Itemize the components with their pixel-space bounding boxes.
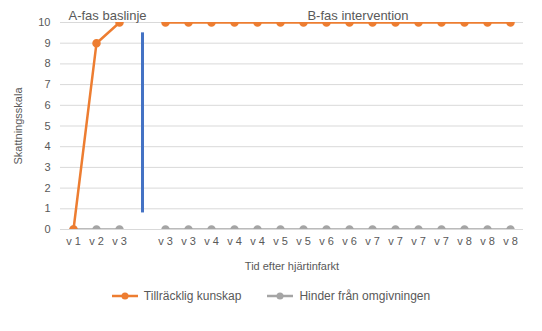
html-text:Hinder från omgivningen: Hinder från omgivningen	[299, 289, 431, 303]
svg-text:8: 8	[44, 57, 50, 69]
svg-text:v 4: v 4	[204, 235, 219, 247]
svg-text:10: 10	[38, 16, 50, 28]
svg-text:v 5: v 5	[273, 235, 288, 247]
svg-text:v 8: v 8	[480, 235, 495, 247]
svg-text:v 8: v 8	[457, 235, 472, 247]
svg-text:v 4: v 4	[250, 235, 265, 247]
svg-text:v 6: v 6	[319, 235, 334, 247]
svg-text:9: 9	[44, 37, 50, 49]
svg-text:0: 0	[44, 223, 50, 235]
svg-text:B-fas intervention: B-fas intervention	[307, 8, 408, 23]
svg-text:v 8: v 8	[503, 235, 518, 247]
svg-text:v 7: v 7	[411, 235, 426, 247]
svg-text:v 7: v 7	[434, 235, 449, 247]
svg-text:3: 3	[44, 161, 50, 173]
svg-text:7: 7	[44, 78, 50, 90]
svg-text:v 3: v 3	[181, 235, 196, 247]
svg-text:v 3: v 3	[158, 235, 173, 247]
svg-text:v 6: v 6	[342, 235, 357, 247]
svg-text:Tid efter hjärtinfarkt: Tid efter hjärtinfarkt	[245, 260, 339, 272]
svg-text:v 5: v 5	[296, 235, 311, 247]
svg-text:1: 1	[44, 202, 50, 214]
svg-text:v 2: v 2	[89, 235, 104, 247]
svg-text:5: 5	[44, 120, 50, 132]
svg-text:v 1: v 1	[66, 235, 81, 247]
svg-text:A-fas baslinje: A-fas baslinje	[69, 8, 147, 23]
svg-text:v 3: v 3	[112, 235, 127, 247]
svg-text:v 7: v 7	[388, 235, 403, 247]
svg-text:2: 2	[44, 182, 50, 194]
svg-text:6: 6	[44, 99, 50, 111]
svg-text:4: 4	[44, 140, 50, 152]
html-text:Tillräcklig kunskap: Tillräcklig kunskap	[143, 289, 242, 303]
svg-text:v 4: v 4	[227, 235, 242, 247]
svg-text:v 7: v 7	[365, 235, 380, 247]
svg-text:Skattningsskala: Skattningsskala	[12, 87, 24, 165]
